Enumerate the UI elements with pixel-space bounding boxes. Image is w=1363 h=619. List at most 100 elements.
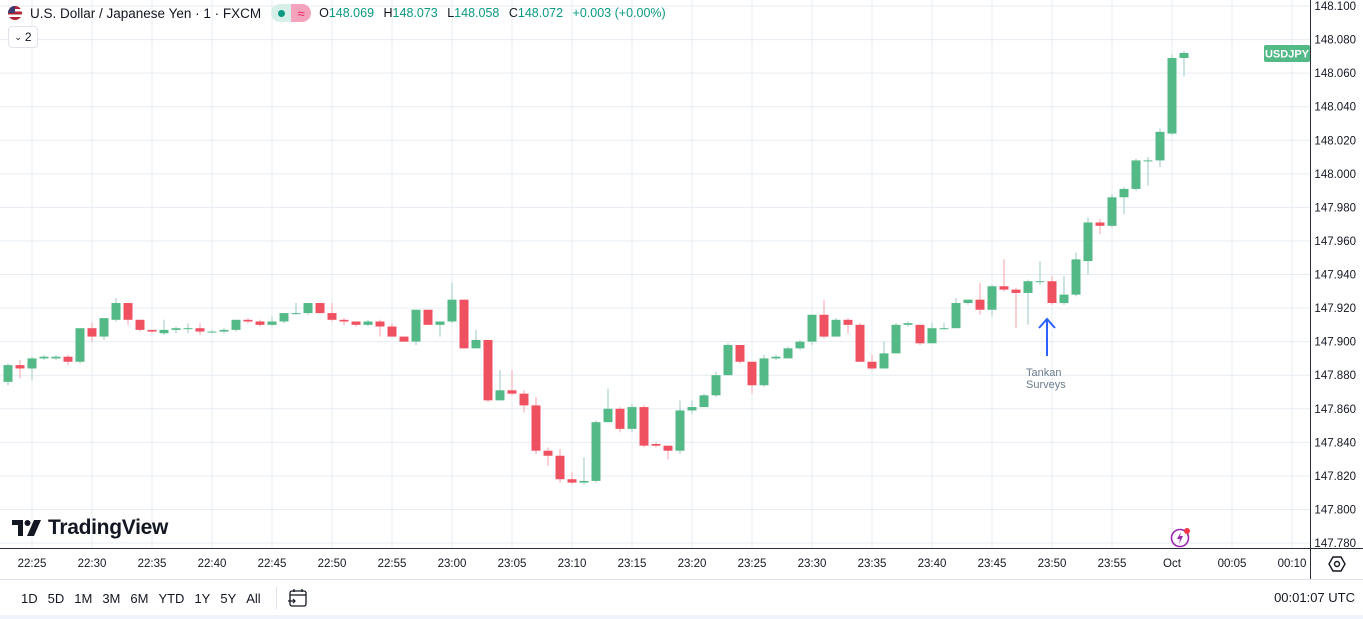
candle-body [75, 328, 85, 362]
candle-body [399, 336, 409, 342]
indicators-toggle-button[interactable]: ⌄ 2 [8, 26, 38, 48]
candle-body [555, 455, 565, 480]
candle-body [483, 339, 493, 401]
footer-strip [0, 615, 1363, 619]
status-pill[interactable]: ≈ [271, 4, 312, 22]
candle-body [591, 422, 601, 481]
price-axis[interactable]: 148.100 148.080 148.060 148.040 148.020 148.0… [1310, 0, 1357, 579]
candle-body [795, 341, 805, 349]
candle-body [99, 318, 109, 337]
clock-timezone[interactable]: 00:01:07 UTC [1274, 590, 1355, 605]
candle [183, 323, 193, 334]
candle [651, 442, 661, 448]
time-tick-label: 00:10 [1278, 558, 1307, 570]
time-tick-label: 00:05 [1218, 558, 1247, 570]
candle-body [123, 303, 133, 320]
candle [735, 344, 745, 364]
candle-body [1143, 160, 1153, 162]
candle-body [615, 408, 625, 429]
range-button-all[interactable]: All [246, 590, 261, 606]
price-tick-label: 147.780 [1314, 538, 1356, 550]
settings-gear-icon[interactable] [1328, 555, 1346, 573]
tradingview-logo[interactable]: TradingView [12, 516, 168, 540]
range-button-5y[interactable]: 5Y [220, 590, 237, 606]
price-badge: USDJPY [1264, 45, 1310, 62]
candle [291, 303, 301, 315]
logo-text: TradingView [48, 516, 169, 539]
range-button-ytd[interactable]: YTD [158, 590, 185, 606]
range-button-5d[interactable]: 5D [47, 590, 65, 606]
candle-body [531, 405, 541, 451]
candle [879, 341, 889, 369]
price-badge-label: USDJPY [1265, 49, 1310, 61]
candle-body [519, 393, 529, 406]
candle-body [207, 331, 217, 333]
candle-body [891, 324, 901, 354]
time-axis[interactable]: 22:25 22:30 22:35 22:40 22:45 22:50 22:55 23:00… [0, 548, 1363, 571]
candle-body [1047, 281, 1057, 304]
candle-body [183, 328, 193, 330]
candle-body [1107, 197, 1117, 226]
candle-body [639, 407, 649, 446]
candle [531, 397, 541, 455]
candle-body [3, 365, 13, 382]
range-button-3m[interactable]: 3M [102, 590, 121, 606]
candle [687, 400, 697, 414]
candle-body [1167, 58, 1177, 134]
candle-body [291, 313, 301, 315]
symbol-title[interactable]: U.S. Dollar / Japanese Yen · 1 · FXCM [30, 5, 262, 21]
time-tick-label: 23:25 [738, 558, 767, 570]
candle [615, 407, 625, 433]
range-button-1d[interactable]: 1D [21, 590, 38, 606]
candlestick-chart[interactable]: 148.100 148.080 148.060 148.040 148.020 148.0… [0, 0, 1363, 579]
candle-body [195, 328, 205, 332]
candle [75, 328, 85, 364]
candle-body [1035, 281, 1045, 283]
candle [1011, 287, 1021, 329]
candle-body [231, 319, 241, 330]
candle [1083, 217, 1093, 275]
candle-body [135, 319, 145, 330]
time-tick-label: 22:30 [78, 558, 107, 570]
time-tick-label: 22:50 [318, 558, 347, 570]
candle [231, 319, 241, 332]
candle-body [111, 303, 121, 320]
candle [1179, 51, 1189, 77]
time-tick-label: 23:15 [618, 558, 647, 570]
candle-body [879, 353, 889, 369]
high-value: 148.073 [392, 6, 438, 20]
candle [99, 318, 109, 340]
price-tick-label: 147.980 [1314, 202, 1356, 214]
bottom-toolbar: 1D 5D 1M 3M 6M YTD 1Y 5Y All 00:01:07 UTC [0, 579, 1363, 616]
candle [927, 323, 937, 344]
range-button-1m[interactable]: 1M [74, 590, 93, 606]
candle [675, 400, 685, 455]
time-tick-label: 22:55 [378, 558, 407, 570]
candle-body [471, 339, 481, 349]
range-button-6m[interactable]: 6M [130, 590, 149, 606]
candle [663, 445, 673, 460]
range-button-1y[interactable]: 1Y [194, 590, 211, 606]
candle-body [819, 314, 829, 337]
candle [1155, 128, 1165, 168]
go-to-date-calendar-icon[interactable] [287, 588, 309, 608]
time-tick-label: 22:40 [198, 558, 227, 570]
candle [1059, 276, 1069, 305]
candle-body [87, 328, 97, 337]
candle [1071, 252, 1081, 297]
candle [195, 323, 205, 335]
price-tick-label: 147.880 [1314, 370, 1356, 382]
range-selector: 1D 5D 1M 3M 6M YTD 1Y 5Y All [16, 591, 266, 606]
candle [435, 321, 445, 337]
candle [963, 299, 973, 305]
candle-body [171, 328, 181, 330]
candle [975, 282, 985, 315]
candle [387, 323, 397, 337]
ohlc-values: O148.069 H148.073 L148.058 C148.072 +0.0… [319, 6, 666, 20]
candle [243, 318, 253, 324]
candle [999, 259, 1009, 292]
candle [459, 299, 469, 349]
price-tick-label: 148.100 [1314, 1, 1356, 13]
candle [519, 390, 529, 413]
lightning-icon[interactable] [1170, 526, 1192, 548]
